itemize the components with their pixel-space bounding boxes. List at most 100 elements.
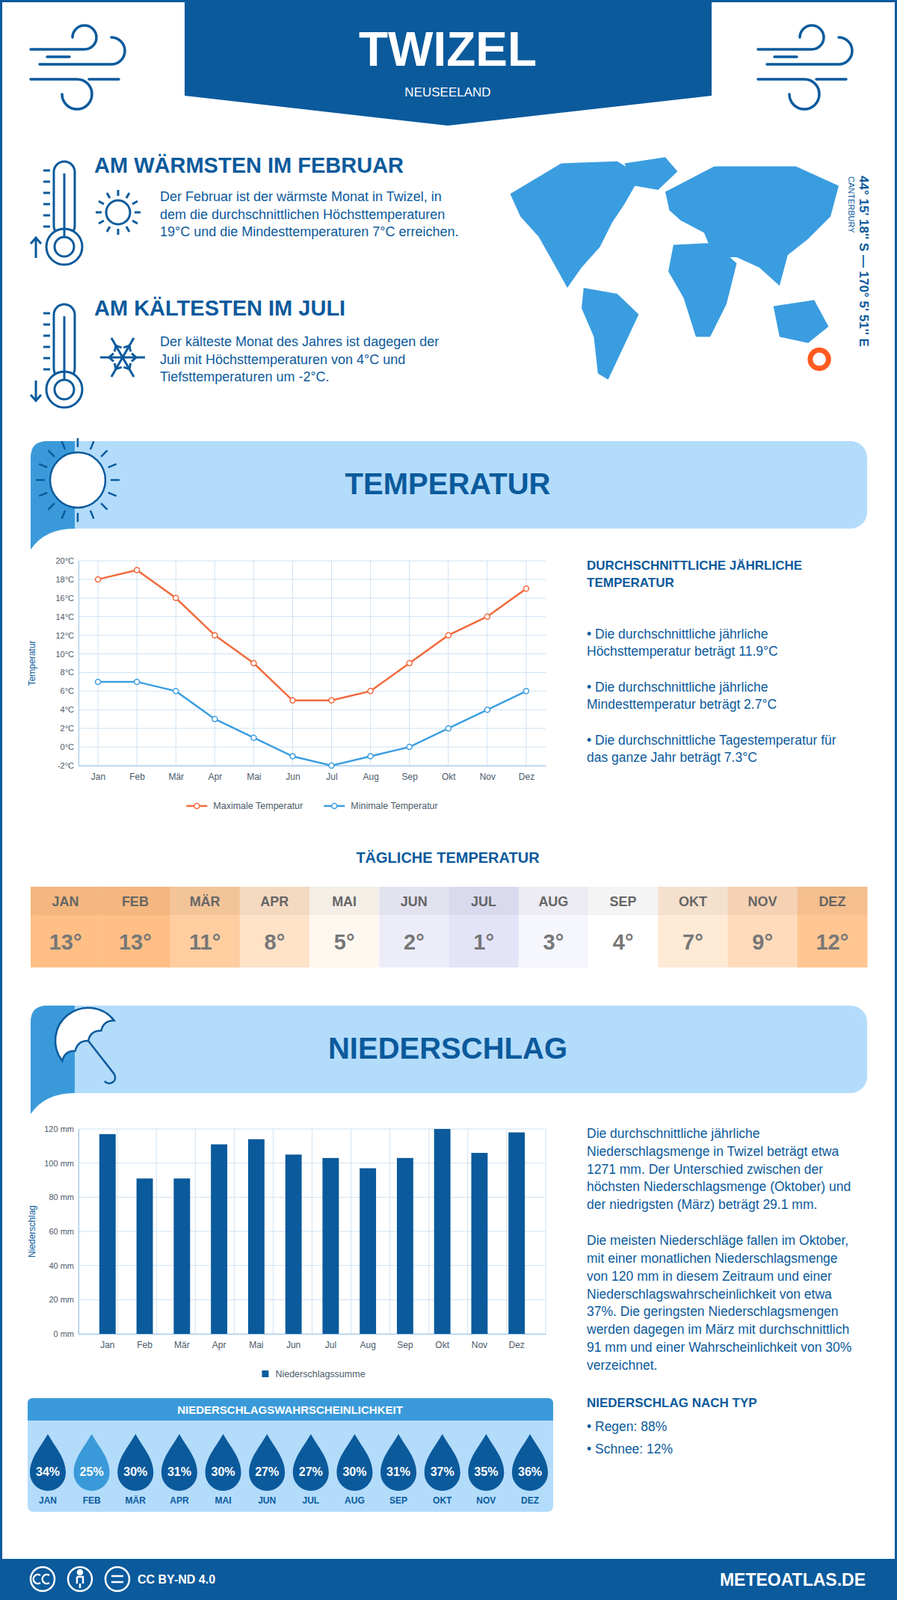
probability-label: 30% <box>123 1465 148 1478</box>
column-divider <box>428 1128 430 1334</box>
text-line: Niederschlagswahrscheinlichkeit von etwa <box>586 1286 832 1302</box>
x-tick-label: Jul <box>325 771 338 782</box>
y-tick: 14°C <box>55 612 79 622</box>
thermometer-column <box>63 316 66 380</box>
text-line: 19°C und die Mindesttemperaturen 7°C err… <box>159 224 459 240</box>
y-tick-label: 0 mm <box>53 1329 75 1339</box>
thermometer-inner <box>54 236 75 257</box>
wind-stroke <box>47 55 70 59</box>
series-marker <box>523 688 529 694</box>
y-grid-line <box>78 653 546 655</box>
text-line: 1271 mm. Der Unterschied zwischen der <box>586 1161 823 1177</box>
temperature-label: 1° <box>473 929 495 954</box>
x-grid-line <box>97 560 99 766</box>
y-tick: 20°C <box>55 556 79 566</box>
month-label: JUL <box>470 894 497 909</box>
series-line <box>97 569 527 700</box>
y-tick: 100 mm <box>44 1158 79 1168</box>
probability-month: FEB <box>82 1495 101 1506</box>
sun-core <box>50 452 106 508</box>
y-tick-label: 12°C <box>55 630 75 640</box>
column-divider <box>117 1128 119 1334</box>
month-header-cell <box>657 886 729 915</box>
wind-stroke <box>816 77 847 81</box>
y-grid-line <box>78 634 546 636</box>
probability-label: 30% <box>342 1465 367 1478</box>
page-title: TWIZEL <box>358 22 537 77</box>
x-tick-label: Jun <box>285 771 300 782</box>
column-divider <box>272 1128 274 1334</box>
x-tick-label: Sep <box>396 1339 414 1350</box>
snow-arm <box>122 337 134 358</box>
text-line: Juli mit Höchsttemperaturen von 4°C und <box>159 352 406 368</box>
x-tick-label: Apr <box>207 771 223 782</box>
series-marker <box>212 632 218 638</box>
license-text: CC BY-ND 4.0 <box>137 1572 216 1586</box>
precipitation-paragraph: Die meisten Niederschläge fallen im Okto… <box>586 1232 852 1373</box>
month-label: JAN <box>52 894 80 909</box>
arrow-down <box>30 380 42 401</box>
temperature-cell <box>518 914 590 968</box>
footer-band <box>0 1558 897 1600</box>
probability-drop <box>467 1433 504 1491</box>
y-tick: 18°C <box>55 574 79 584</box>
text-line: 37%. Die geringsten Niederschlagsmengen <box>586 1303 839 1319</box>
series-marker <box>445 725 451 732</box>
precipitation-type-item: • Schnee: 12% <box>586 1441 673 1457</box>
x-tick: Jul <box>325 1333 337 1350</box>
section-banner <box>30 1005 868 1093</box>
precipitation-paragraph: Die durchschnittliche jährlicheNiedersch… <box>586 1125 851 1212</box>
text-line: von 120 mm in diesem Zeitraum und einer <box>586 1268 832 1284</box>
sun-ray <box>47 503 54 510</box>
y-tick-label: -2°C <box>57 760 75 770</box>
sun-ray <box>134 211 141 214</box>
coordinates: 44° 15' 18'' S — 170° 5' 51'' E <box>856 175 871 347</box>
temperature-label: 11° <box>189 929 221 954</box>
x-tick: Okt <box>435 1333 450 1350</box>
probability-month: AUG <box>344 1495 365 1506</box>
y-axis-line <box>78 1129 80 1335</box>
license-icon <box>105 1566 130 1591</box>
probability-month: JUL <box>301 1495 320 1506</box>
y-tick-label: 6°C <box>60 686 75 696</box>
sun-ray <box>90 510 95 519</box>
x-grid-line <box>447 560 449 766</box>
column-divider <box>467 1128 468 1334</box>
x-tick: Jan <box>100 1333 115 1350</box>
probability-drop <box>424 1433 461 1491</box>
probability-drop <box>117 1433 154 1491</box>
wind-icon <box>757 25 853 110</box>
sun-ray <box>76 438 80 448</box>
sun-ray <box>35 479 45 482</box>
sun-ray <box>100 503 107 510</box>
bar <box>173 1178 190 1334</box>
x-axis: JanFebMärAprMaiJunJulAugSepOktNovDez <box>79 765 547 782</box>
month-header-cell <box>728 886 799 915</box>
y-axis-title: Niederschlag <box>26 1204 38 1258</box>
text-line: werden dagegen im März mit durchschnittl… <box>586 1321 850 1337</box>
sun-ray <box>132 201 138 205</box>
probability-drop <box>336 1433 373 1491</box>
license-icon <box>68 1566 92 1591</box>
x-tick-label: Nov <box>471 1339 488 1350</box>
thermometer-inner <box>54 379 75 400</box>
snow-branch <box>114 345 122 352</box>
x-tick-label: Jan <box>91 771 106 782</box>
y-tick: 120 mm <box>44 1124 79 1134</box>
grid <box>78 1128 546 1334</box>
x-tick: Sep <box>402 765 419 782</box>
temperature-label: 13° <box>118 929 152 954</box>
y-tick-label: 100 mm <box>44 1158 75 1168</box>
sun-ray <box>132 220 138 224</box>
x-tick: Apr <box>212 1333 227 1350</box>
sun-ray <box>76 512 80 522</box>
temperature-cell <box>100 914 171 968</box>
probability-label: 35% <box>473 1465 498 1478</box>
thermometer-scale <box>43 357 51 360</box>
x-grid-line <box>486 560 488 766</box>
series-marker <box>290 753 296 759</box>
plot-area <box>99 1128 525 1334</box>
sun-ray <box>47 449 54 456</box>
umbrella-handle <box>78 1040 118 1086</box>
license-icon <box>30 1566 55 1591</box>
